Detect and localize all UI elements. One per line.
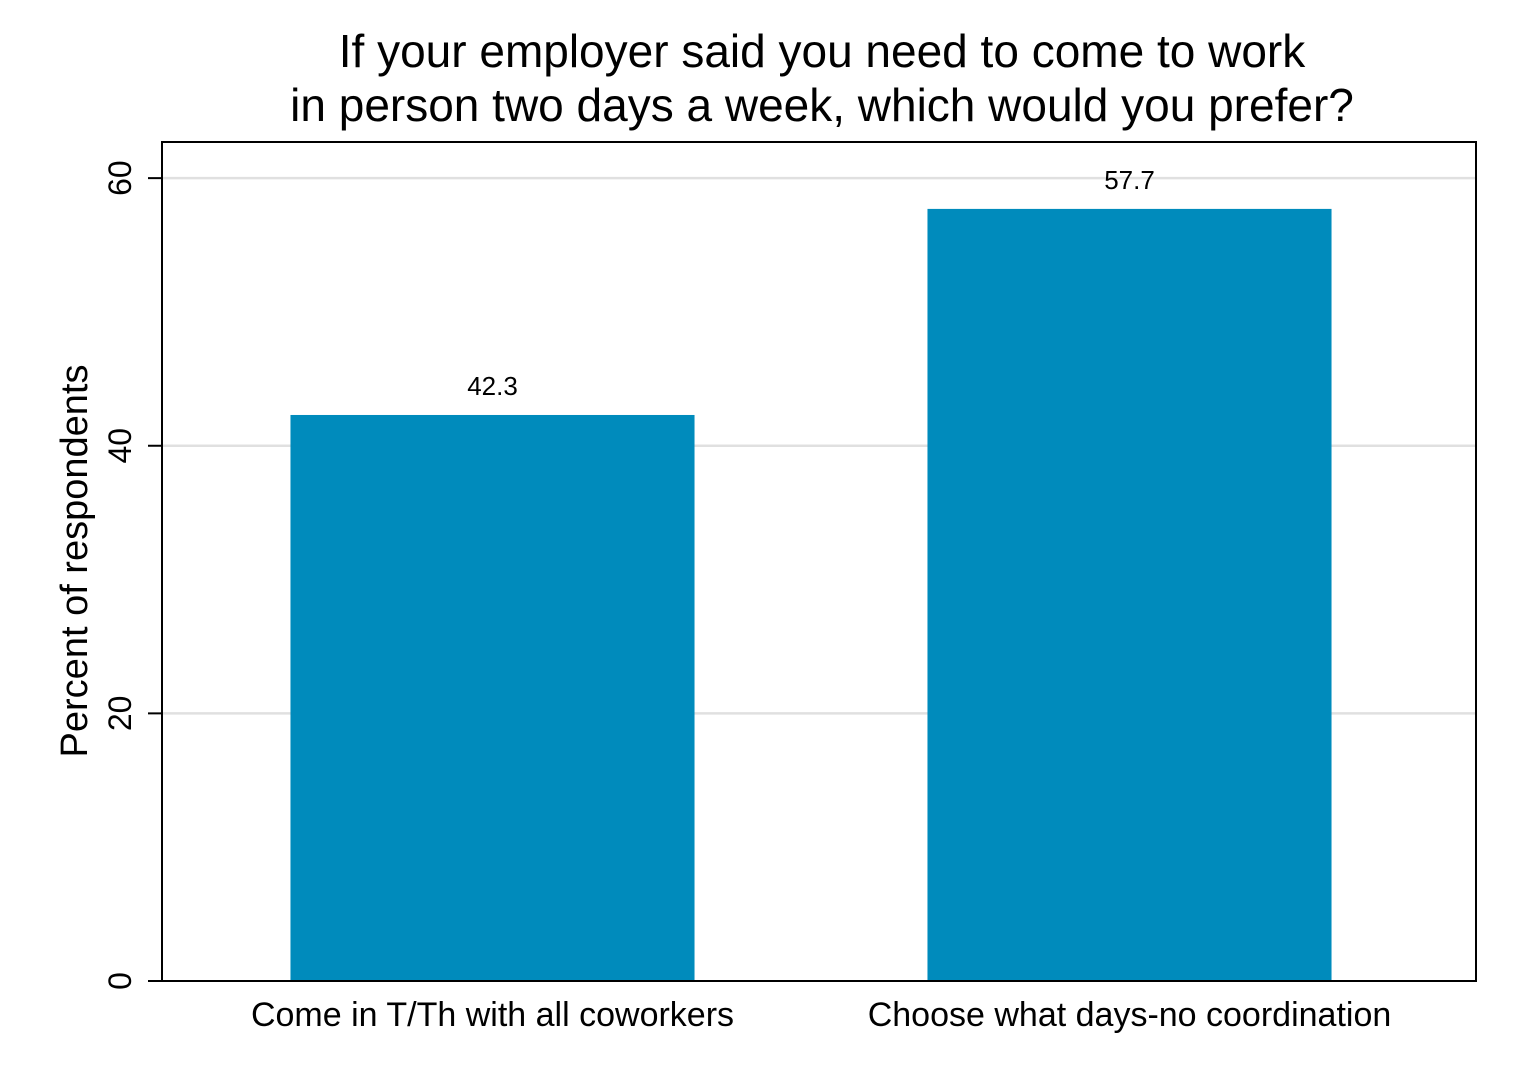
y-axis-ticks: 0 20 40 60 — [102, 160, 162, 990]
y-tick-label: 0 — [102, 972, 138, 990]
bars — [290, 208, 1332, 982]
y-tick-label: 40 — [102, 428, 138, 464]
plot-frame — [161, 141, 1477, 982]
y-axis-label: Percent of respondents — [54, 365, 96, 758]
x-tick-label: Choose what days-no coordination — [868, 996, 1392, 1034]
bar — [290, 414, 695, 981]
bar-value-label: 42.3 — [467, 371, 518, 401]
bar-value-label: 57.7 — [1104, 165, 1155, 195]
x-axis-labels: Come in T/Th with all coworkers Choose wh… — [251, 996, 1391, 1034]
bar — [927, 208, 1332, 982]
value-labels: 42.3 57.7 — [467, 165, 1155, 401]
x-tick-label: Come in T/Th with all coworkers — [251, 996, 734, 1034]
y-tick-label: 60 — [102, 160, 138, 196]
chart-title-line-2: in person two days a week, which would y… — [290, 79, 1354, 131]
y-tick-label: 20 — [102, 696, 138, 732]
chart-title-line-1: If your employer said you need to come t… — [338, 25, 1306, 77]
